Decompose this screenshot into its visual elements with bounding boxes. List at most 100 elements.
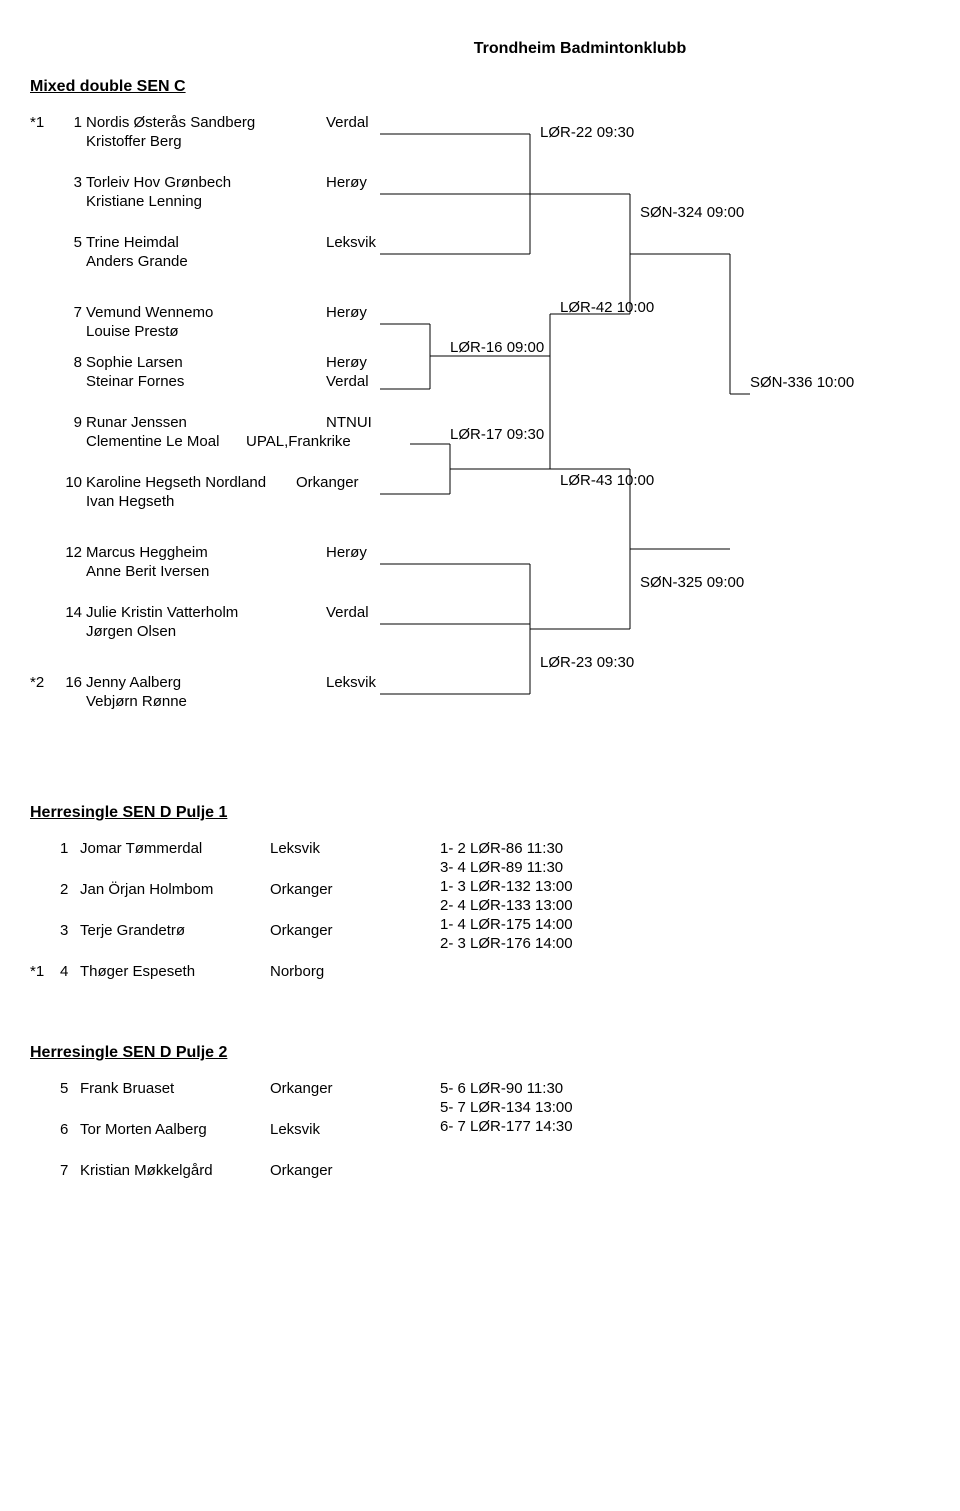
player-name: Torleiv Hov Grønbech <box>86 174 326 191</box>
club: Herøy <box>326 174 406 191</box>
mixed-title: Mixed double SEN C <box>30 78 930 96</box>
match-label: SØN-336 10:00 <box>750 374 854 391</box>
match-row: 2- 4 LØR-133 13:00 <box>440 897 573 914</box>
player-name: Kristiane Lenning <box>86 193 326 210</box>
pool2-title: Herresingle SEN D Pulje 2 <box>30 1044 930 1062</box>
club: NTNUI <box>326 414 406 431</box>
club: Norborg <box>270 963 360 980</box>
player-num: 4 <box>60 963 80 980</box>
club: Orkanger <box>296 474 376 491</box>
match-row: 5- 7 LØR-134 13:00 <box>440 1099 573 1116</box>
club: Verdal <box>326 114 406 131</box>
seed: *1 <box>30 963 60 980</box>
match-row: 6- 7 LØR-177 14:30 <box>440 1118 573 1135</box>
player-name: Louise Prestø <box>86 323 326 340</box>
club: Leksvik <box>326 234 406 251</box>
player-name: Julie Kristin Vatterholm <box>86 604 326 621</box>
club: Orkanger <box>270 922 360 939</box>
match-label: LØR-43 10:00 <box>560 472 654 489</box>
player-name: Marcus Heggheim <box>86 544 326 561</box>
match-row: 1- 2 LØR-86 11:30 <box>440 840 573 857</box>
pool2-matches: 5- 6 LØR-90 11:30 5- 7 LØR-134 13:00 6- … <box>440 1080 573 1203</box>
seed <box>30 922 60 939</box>
player-num: 3 <box>60 922 80 939</box>
pool1-players: 1 Jomar Tømmerdal Leksvik 2 Jan Örjan Ho… <box>30 840 370 1004</box>
match-label: LØR-16 09:00 <box>450 339 544 356</box>
match-label: SØN-325 09:00 <box>640 574 744 591</box>
player-num: 5 <box>60 1080 80 1097</box>
player-num: 2 <box>60 881 80 898</box>
club: Leksvik <box>270 840 360 857</box>
seed <box>30 1080 60 1097</box>
seed: *2 <box>30 674 60 691</box>
entry-num: 10 <box>60 474 86 491</box>
player-num: 7 <box>60 1162 80 1179</box>
entry-num: 5 <box>60 234 86 251</box>
club: Verdal <box>326 373 406 390</box>
club: Orkanger <box>270 881 360 898</box>
match-row: 1- 3 LØR-132 13:00 <box>440 878 573 895</box>
player-name: Thøger Espeseth <box>80 963 270 980</box>
player-name: Steinar Fornes <box>86 373 326 390</box>
pool2-players: 5 Frank Bruaset Orkanger 6 Tor Morten Aa… <box>30 1080 370 1203</box>
seed <box>30 840 60 857</box>
club: Leksvik <box>326 674 406 691</box>
entry-num: 16 <box>60 674 86 691</box>
player-name: Nordis Østerås Sandberg <box>86 114 326 131</box>
player-name: Clementine Le Moal <box>86 433 246 450</box>
player-name: Anne Berit Iversen <box>86 563 326 580</box>
entry-num: 7 <box>60 304 86 321</box>
seed <box>30 1121 60 1138</box>
player-name: Ivan Hegseth <box>86 493 326 510</box>
pool1-section: Herresingle SEN D Pulje 1 1 Jomar Tømmer… <box>30 804 930 1004</box>
player-name: Terje Grandetrø <box>80 922 270 939</box>
player-name: Jenny Aalberg <box>86 674 326 691</box>
seed <box>30 881 60 898</box>
club: Herøy <box>326 304 406 321</box>
entry-num: 8 <box>60 354 86 371</box>
player-name: Karoline Hegseth Nordland <box>86 474 296 491</box>
match-row: 2- 3 LØR-176 14:00 <box>440 935 573 952</box>
club: Orkanger <box>270 1162 360 1179</box>
match-row: 3- 4 LØR-89 11:30 <box>440 859 573 876</box>
seed <box>30 1162 60 1179</box>
player-name: Vebjørn Rønne <box>86 693 326 710</box>
club: UPAL,Frankrike <box>246 433 406 450</box>
player-name: Kristian Møkkelgård <box>80 1162 270 1179</box>
player-name: Sophie Larsen <box>86 354 326 371</box>
match-label: SØN-324 09:00 <box>640 204 744 221</box>
pool2-section: Herresingle SEN D Pulje 2 5 Frank Bruase… <box>30 1044 930 1203</box>
match-label: LØR-23 09:30 <box>540 654 634 671</box>
match-row: 5- 6 LØR-90 11:30 <box>440 1080 573 1097</box>
player-num: 6 <box>60 1121 80 1138</box>
match-label: LØR-42 10:00 <box>560 299 654 316</box>
player-name: Trine Heimdal <box>86 234 326 251</box>
match-label: LØR-17 09:30 <box>450 426 544 443</box>
entry-num: 14 <box>60 604 86 621</box>
player-name: Vemund Wennemo <box>86 304 326 321</box>
club: Orkanger <box>270 1080 360 1097</box>
match-label: LØR-22 09:30 <box>540 124 634 141</box>
pool1-matches: 1- 2 LØR-86 11:30 3- 4 LØR-89 11:30 1- 3… <box>440 840 573 1004</box>
club-header: Trondheim Badmintonklubb <box>230 40 930 58</box>
player-name: Jørgen Olsen <box>86 623 326 640</box>
pool1-title: Herresingle SEN D Pulje 1 <box>30 804 930 822</box>
entry-num: 1 <box>60 114 86 131</box>
mixed-bracket: *1 1 Nordis Østerås Sandberg Verdal Kris… <box>30 114 930 754</box>
player-name: Runar Jenssen <box>86 414 326 431</box>
club: Verdal <box>326 604 406 621</box>
player-name: Tor Morten Aalberg <box>80 1121 270 1138</box>
player-name: Kristoffer Berg <box>86 133 326 150</box>
entry-num: 9 <box>60 414 86 431</box>
player-name: Anders Grande <box>86 253 326 270</box>
player-name: Frank Bruaset <box>80 1080 270 1097</box>
entry-num: 12 <box>60 544 86 561</box>
seed: *1 <box>30 114 60 131</box>
entry-num: 3 <box>60 174 86 191</box>
club: Herøy <box>326 354 406 371</box>
player-name: Jomar Tømmerdal <box>80 840 270 857</box>
club: Leksvik <box>270 1121 360 1138</box>
club: Herøy <box>326 544 406 561</box>
match-row: 1- 4 LØR-175 14:00 <box>440 916 573 933</box>
player-name: Jan Örjan Holmbom <box>80 881 270 898</box>
